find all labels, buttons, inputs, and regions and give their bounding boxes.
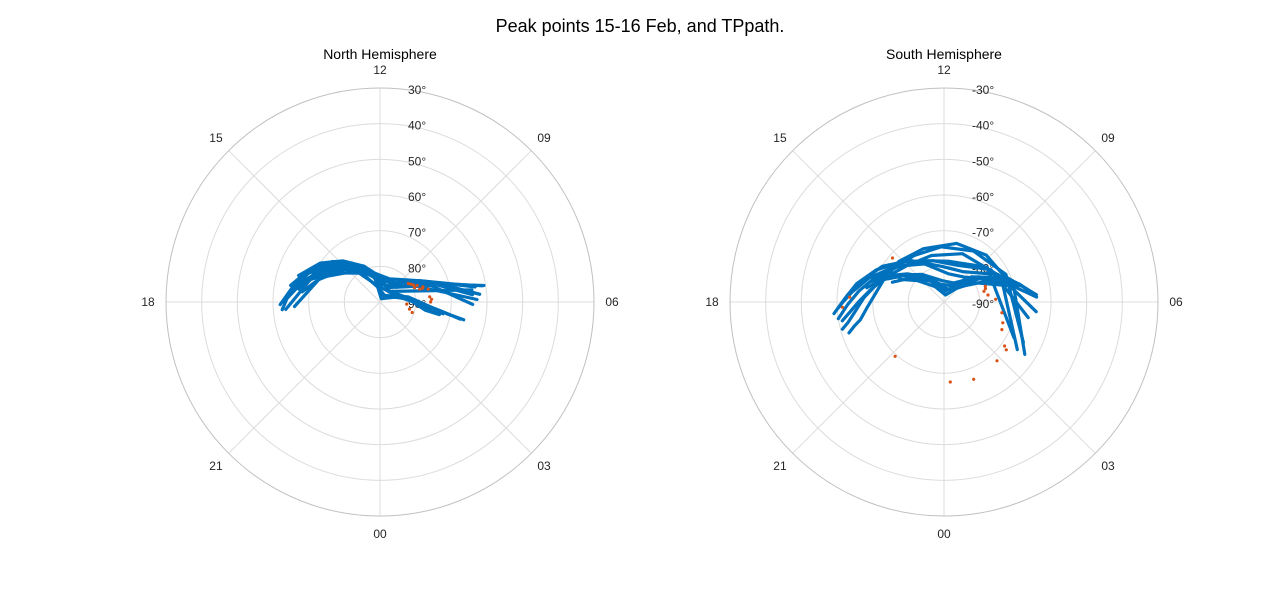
theta-tick-label: 09 xyxy=(1101,131,1115,145)
tp-path-track xyxy=(315,266,441,317)
tp-path-track xyxy=(847,241,1027,356)
peak-point xyxy=(418,287,422,291)
grid-spoke xyxy=(228,150,381,303)
peak-point xyxy=(415,283,419,288)
grid-spoke xyxy=(379,150,532,303)
peak-point xyxy=(994,297,998,301)
peak-point xyxy=(406,281,410,286)
r-tick-label: -50° xyxy=(972,154,994,168)
theta-tick-label: 03 xyxy=(537,459,551,473)
peak-point xyxy=(848,295,852,299)
theta-tick-label: 15 xyxy=(209,131,223,145)
peak-point xyxy=(1000,311,1004,315)
grid-spoke xyxy=(943,301,1096,454)
theta-tick-label: 03 xyxy=(1101,459,1115,473)
figure-title: Peak points 15-16 Feb, and TPpath. xyxy=(495,16,785,36)
theta-tick-label: 12 xyxy=(937,63,951,77)
peak-point xyxy=(1003,344,1007,348)
theta-tick-label: 18 xyxy=(141,295,155,309)
outer-ring xyxy=(729,87,1159,517)
peak-point xyxy=(428,295,432,299)
theta-tick-label: 12 xyxy=(373,63,387,77)
peak-point xyxy=(890,256,895,260)
r-tick-label: 50° xyxy=(408,154,426,168)
tp-path-track xyxy=(840,252,1019,352)
peak-point xyxy=(983,284,987,288)
r-tick-label: 40° xyxy=(408,119,426,133)
r-tick-label: 30° xyxy=(408,83,426,97)
peak-point xyxy=(429,300,433,304)
r-tick-label: -90° xyxy=(972,297,994,311)
peak-point xyxy=(411,283,415,287)
peak-point xyxy=(1001,321,1005,325)
r-tick-label: -30° xyxy=(972,83,994,97)
grid-spoke xyxy=(379,301,532,454)
grid-spoke xyxy=(792,301,945,454)
r-tick-label: -40° xyxy=(972,119,994,133)
r-tick-label: 60° xyxy=(408,190,426,204)
outer-ring xyxy=(165,87,595,517)
peak-point xyxy=(421,285,425,289)
theta-tick-label: 15 xyxy=(773,131,787,145)
peak-point xyxy=(407,307,412,311)
theta-tick-label: 06 xyxy=(605,295,619,309)
theta-tick-label: 21 xyxy=(209,459,223,473)
peak-point xyxy=(413,286,417,290)
peak-point xyxy=(983,287,988,291)
peak-point xyxy=(986,293,990,297)
theta-tick-label: 06 xyxy=(1169,295,1183,309)
peak-point xyxy=(1004,348,1008,352)
peak-point xyxy=(426,287,430,291)
theta-tick-label: 21 xyxy=(773,459,787,473)
peak-point xyxy=(410,310,414,315)
theta-tick-label: 18 xyxy=(705,295,719,309)
panel-title: North Hemisphere xyxy=(323,46,437,62)
peak-point xyxy=(840,305,845,309)
r-tick-label: -70° xyxy=(972,226,994,240)
peak-point xyxy=(982,289,986,293)
peak-point xyxy=(405,302,409,306)
r-tick-label: -60° xyxy=(972,190,994,204)
theta-tick-label: 00 xyxy=(373,527,387,541)
theta-tick-label: 00 xyxy=(937,527,951,541)
peak-point xyxy=(893,354,897,358)
peak-point xyxy=(995,359,999,363)
peak-point xyxy=(430,297,434,301)
r-tick-label: 80° xyxy=(408,261,426,275)
peak-point xyxy=(972,377,976,381)
peak-point xyxy=(409,282,413,286)
peak-point xyxy=(1000,328,1004,332)
r-tick-label: 70° xyxy=(408,226,426,240)
peak-point xyxy=(948,380,952,384)
panel-title: South Hemisphere xyxy=(886,46,1002,62)
theta-tick-label: 09 xyxy=(537,131,551,145)
grid-spoke xyxy=(228,301,381,454)
